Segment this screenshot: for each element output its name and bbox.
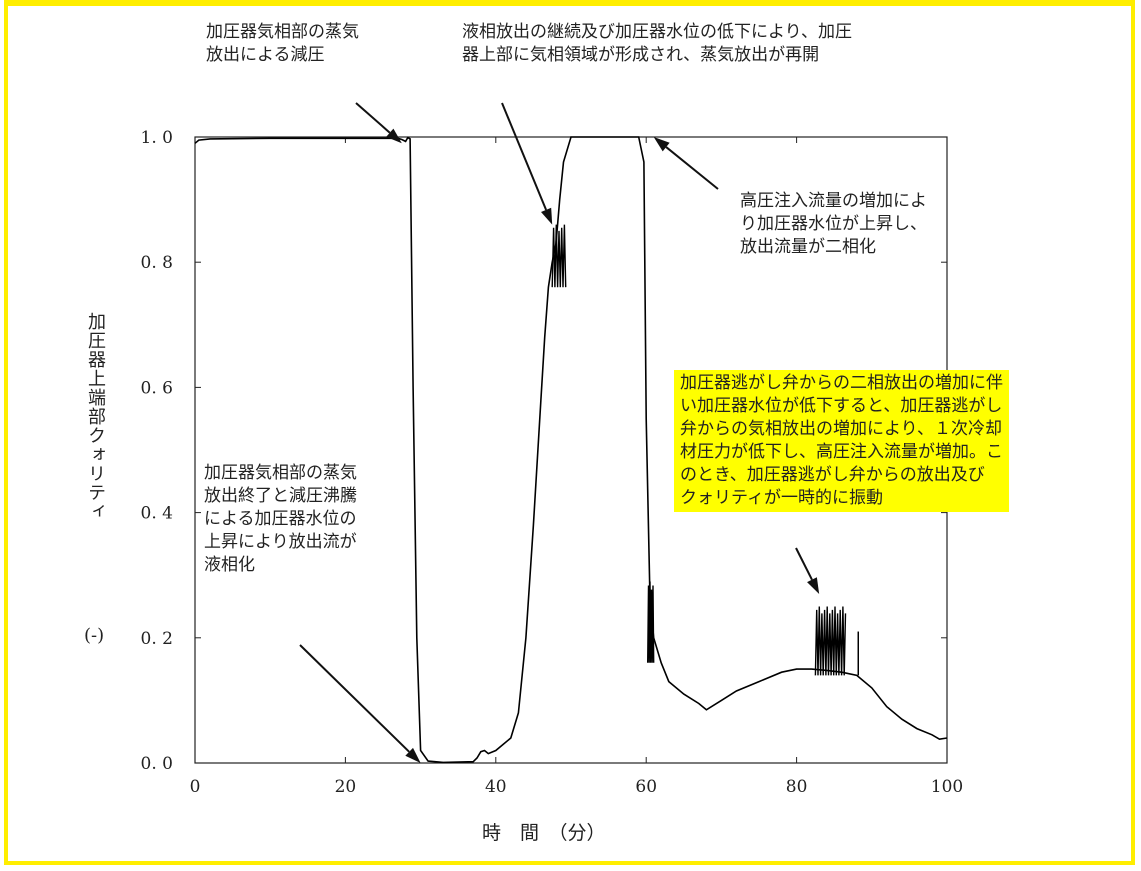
annotation-arrow-2: [665, 146, 719, 190]
series-group: [194, 136, 948, 764]
tick-group: 0 20 40 60 80 100 0. 0 0. 2 0. 4 0. 6 0. 8 1. 0: [141, 128, 964, 797]
y-tick-label: 0. 4: [141, 504, 173, 524]
annotation-arrowhead-0: [386, 128, 402, 144]
oscillation-burst-1: [551, 224, 567, 288]
annotation-liquid-phase: 加圧器気相部の蒸気 放出終了と減圧沸騰 による加圧器水位の 上昇により放出流が …: [204, 463, 357, 575]
x-tick-label: 0: [190, 777, 201, 797]
y-tick-label: 0. 6: [141, 378, 173, 398]
annotation-arrow-3: [795, 547, 813, 581]
annotation-arrowhead-1: [541, 207, 553, 225]
yellow-frame: [4, 0, 1135, 865]
annotation-arrow-0: [355, 102, 391, 134]
x-tick-label: 60: [635, 777, 657, 797]
annotation-arrows: [299, 102, 820, 763]
y-tick-label: 0. 8: [141, 253, 173, 273]
y-axis-label: 加圧器上端部クォリティ: [85, 312, 106, 521]
annotation-arrowhead-4: [405, 747, 421, 763]
oscillation-burst-2: [647, 581, 655, 663]
annotation-arrowhead-3: [807, 577, 820, 594]
y-tick-label: 0. 2: [141, 629, 173, 649]
annotation-two-phase-flow: 高圧注入流量の増加によ り加圧器水位が上昇し、 放出流量が二相化: [740, 191, 927, 257]
annotation-depressurization: 加圧器気相部の蒸気 放出による減圧: [206, 22, 359, 65]
y-tick-label: 1. 0: [141, 128, 173, 148]
x-axis-label: 時 間 （分）: [482, 822, 606, 844]
annotation-arrow-1: [501, 102, 548, 211]
x-tick-label: 40: [485, 777, 507, 797]
quality-line: [194, 136, 948, 764]
annotation-arrow-4: [299, 644, 410, 753]
oscillation-burst-0: [814, 606, 847, 676]
x-tick-label: 20: [335, 777, 357, 797]
x-tick-label: 80: [786, 777, 808, 797]
annotation-steam-release-resume: 液相放出の継続及び加圧器水位の低下により、加圧 器上部に気相領域が形成され、蒸気…: [462, 22, 852, 65]
y-tick-label: 0. 0: [141, 754, 173, 774]
x-tick-label: 100: [931, 777, 963, 797]
annotation-arrowhead-2: [653, 137, 670, 152]
annotation-oscillation: 加圧器逃がし弁からの二相放出の増加に伴 い加圧器水位が低下すると、加圧器逃がし …: [674, 370, 1009, 512]
y-axis-unit: (-): [84, 625, 105, 646]
